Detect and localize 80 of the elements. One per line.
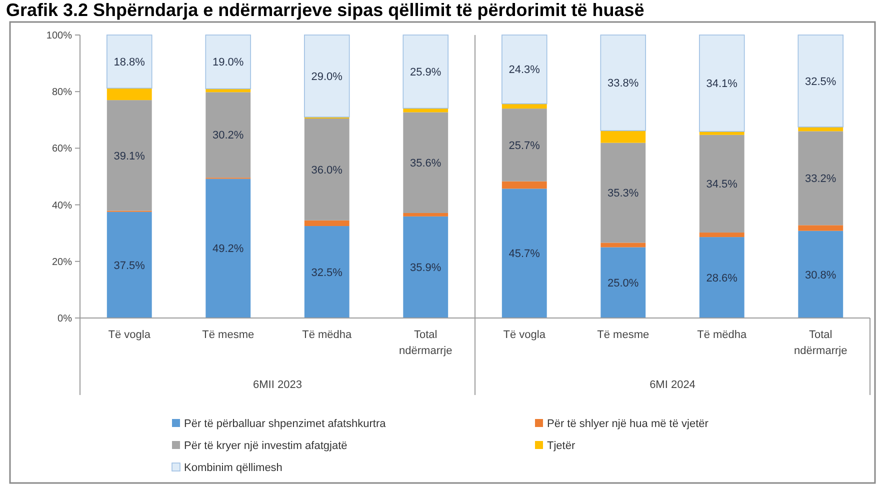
data-label: 34.1% <box>706 78 738 90</box>
data-label: 35.6% <box>410 157 442 170</box>
x-tick-label: Të mesme <box>202 329 254 341</box>
data-label: 45.7% <box>508 248 540 260</box>
y-tick-label: 80% <box>52 87 72 98</box>
data-label: 24.3% <box>508 64 540 76</box>
bar <box>403 112 448 214</box>
bar <box>699 34 745 132</box>
bar <box>304 220 350 226</box>
data-label: 34.5% <box>706 178 738 191</box>
data-label: 39.1% <box>114 150 146 162</box>
bar <box>600 34 646 132</box>
data-label: 25.7% <box>508 140 540 152</box>
bar <box>403 213 448 216</box>
data-label: 49.2% <box>212 243 244 256</box>
data-label: 29.0% <box>311 70 343 83</box>
bar <box>699 237 744 318</box>
text: 6MI 2024 <box>650 379 696 391</box>
data-label: 33.2% <box>805 173 836 186</box>
bar <box>600 242 646 248</box>
bar <box>798 131 844 226</box>
data-label: 35.9% <box>410 262 442 274</box>
bar <box>502 108 547 182</box>
bar <box>106 88 152 100</box>
bar <box>600 142 646 243</box>
bar <box>304 118 350 220</box>
bar <box>403 216 448 318</box>
bar <box>205 34 251 90</box>
bar <box>106 100 152 211</box>
bar <box>502 104 547 109</box>
x-tick-label: Të vogla <box>503 329 546 341</box>
x-tick-label: Total ndërmarrje <box>399 329 452 357</box>
data-label: 28.6% <box>706 272 738 284</box>
data-label: 25.0% <box>608 277 639 290</box>
legend-label: Tjetër <box>547 440 576 452</box>
bar <box>798 230 844 318</box>
bar <box>600 130 646 143</box>
x-tick-label: Të vogla <box>108 329 152 341</box>
y-tick-label: 100% <box>46 30 72 42</box>
bar <box>304 34 350 118</box>
bar <box>502 181 547 189</box>
bar <box>798 225 844 231</box>
y-tick-label: 0% <box>58 314 72 324</box>
x-tick-label: Të mëdha <box>697 329 748 341</box>
bar <box>798 34 844 128</box>
legend-label: Për të përballuar shpenzimet afatshkurtra <box>184 418 387 430</box>
bar <box>600 247 646 318</box>
bar <box>502 188 547 318</box>
bar <box>304 226 350 318</box>
data-label: 32.5% <box>805 76 836 88</box>
y-tick-label: 20% <box>52 256 72 268</box>
bar <box>206 178 251 318</box>
bar <box>699 134 744 233</box>
data-label: 35.3% <box>608 188 639 200</box>
data-label: 30.8% <box>805 269 836 282</box>
data-label: 30.2% <box>212 130 244 142</box>
data-label: 36.0% <box>311 164 343 176</box>
x-tick-label: Të mesme <box>597 329 650 341</box>
bar <box>106 34 152 89</box>
legend-label: Për të kryer një investim afatgjatë <box>184 440 348 452</box>
data-label: 25.9% <box>410 66 442 78</box>
chart-title: Grafik 3.2 Shpërndarja e ndërmarrjeve sipas qëllimit të përdorimit të huasë <box>6 0 644 20</box>
y-tick-label: 60% <box>52 144 72 155</box>
y-tick-label: 40% <box>52 200 72 212</box>
bar <box>402 34 448 109</box>
bar <box>699 232 744 238</box>
x-tick-label: Total ndërmarrje <box>794 329 848 357</box>
legend-label: Për të shlyer një hua më të vjetër <box>547 418 709 430</box>
data-label: 33.8% <box>608 78 639 90</box>
data-label: 37.5% <box>114 260 146 272</box>
data-label: 32.5% <box>311 266 343 279</box>
bar <box>206 92 251 178</box>
legend-label: Kombinim qëllimesh <box>184 462 282 474</box>
data-label: 19.0% <box>212 56 244 69</box>
bar <box>403 108 448 112</box>
x-tick-label: Të mëdha <box>302 329 353 341</box>
bar <box>106 212 152 318</box>
data-label: 18.8% <box>114 56 146 68</box>
text: 6MII 2023 <box>253 379 302 391</box>
bar <box>502 34 548 104</box>
